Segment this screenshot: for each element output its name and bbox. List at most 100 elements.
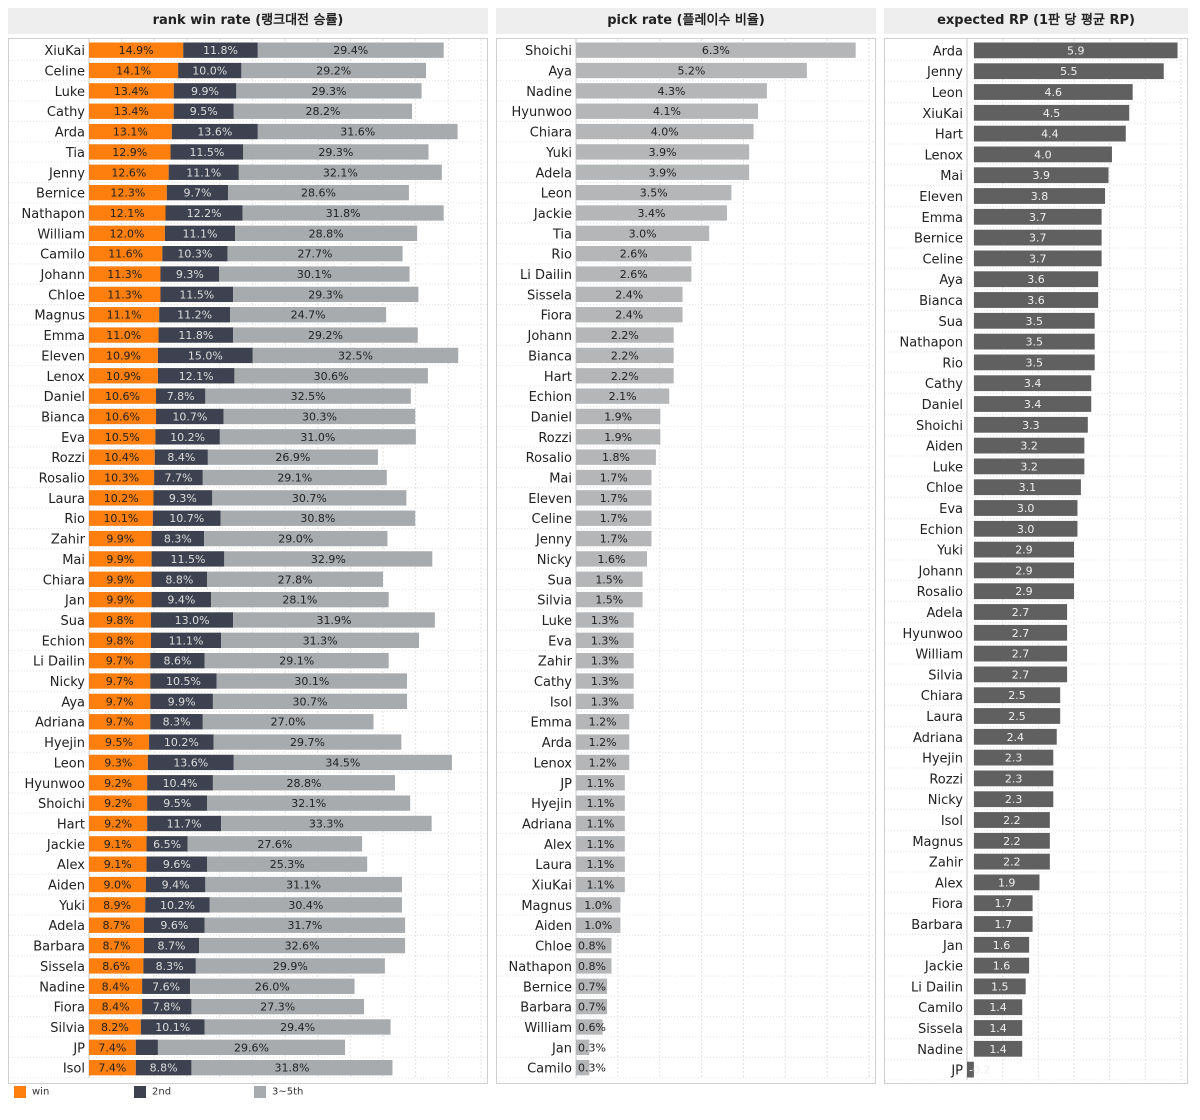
bar-2nd-magnus — [159, 307, 230, 323]
bar-2nd-zahir — [151, 530, 205, 547]
bar-3-5th-echion — [221, 632, 420, 648]
bar-yuki — [576, 144, 750, 160]
bar-emma — [576, 714, 630, 730]
bar-eleven — [576, 490, 652, 506]
data-label-win-aiden: 9.0% — [103, 879, 131, 892]
bar-adriana — [576, 815, 625, 832]
data-label-win-sissela: 8.6% — [102, 960, 130, 973]
bar-celine — [576, 510, 652, 526]
data-label-lenox: 1.2% — [589, 756, 617, 769]
bar-3-5th-barbara — [199, 937, 406, 954]
bar-eva — [973, 500, 1078, 516]
data-label-3-5th-lenox: 30.6% — [314, 370, 349, 383]
category-label-magnus: Magnus — [34, 309, 85, 324]
data-label-adela: 3.9% — [649, 166, 677, 179]
data-label-2nd-camilo: 10.3% — [177, 248, 212, 261]
category-label-nicky: Nicky — [537, 553, 573, 568]
data-label-2nd-silvia: 10.1% — [155, 1021, 190, 1034]
category-label-jp: JP — [950, 1064, 963, 1079]
bar-win-chiara — [89, 571, 152, 587]
data-label-3-5th-jan: 28.1% — [282, 594, 317, 607]
data-label-2nd-william: 11.1% — [182, 227, 217, 240]
data-label-2nd-hart: 11.7% — [167, 817, 202, 830]
data-label-magnus: 1.0% — [584, 899, 612, 912]
bar-3-5th-arda — [257, 123, 458, 140]
expected-rp-title: expected RP (1판 당 평균 RP) — [884, 8, 1188, 34]
category-label-echion: Echion — [529, 390, 572, 405]
bar-zahir — [576, 653, 634, 669]
bar-win-emma — [89, 327, 159, 343]
bar-nathapon — [576, 958, 612, 974]
data-label-2nd-barbara: 8.7% — [158, 940, 186, 953]
data-label-hyejin: 2.3 — [1005, 752, 1023, 765]
bar-3-5th-shoichi — [207, 795, 411, 811]
category-label-sissela: Sissela — [918, 1022, 963, 1037]
data-label-tia: 3.0% — [629, 227, 657, 240]
bar-jp — [967, 1061, 974, 1078]
data-label-win-sua: 9.8% — [106, 614, 134, 627]
bar-sissela — [973, 1020, 1023, 1036]
category-label-bianca: Bianca — [528, 349, 572, 364]
legend-label-2nd: 2nd — [152, 1086, 172, 1098]
data-label-win-jp: 7.4% — [98, 1041, 126, 1054]
data-label-3-5th-alex: 25.3% — [270, 858, 305, 871]
category-label-hart: Hart — [935, 128, 963, 143]
data-label-2nd-nadine: 7.6% — [152, 980, 180, 993]
bar-li-dailin — [973, 978, 1026, 995]
data-label-isol: 1.3% — [591, 695, 619, 708]
data-label-adriana: 1.1% — [586, 817, 614, 830]
category-label-nathapon: Nathapon — [509, 960, 572, 975]
data-label-2nd-aiden: 9.4% — [162, 879, 190, 892]
bar-win-xiukai — [89, 42, 184, 58]
data-label-cathy: 3.4 — [1024, 377, 1042, 390]
bar-bianca — [576, 347, 674, 364]
bar-3-5th-zahir — [204, 530, 388, 547]
bar-jan — [576, 1039, 590, 1055]
bar-win-mai — [89, 551, 152, 567]
category-label-camilo: Camilo — [918, 1001, 963, 1016]
bar-win-zahir — [89, 530, 152, 547]
bar-chiara — [973, 687, 1061, 704]
pick-rate-chart: Shoichi 6.3% Aya 5.2% Nadine 4.3% Hyunwoo 4.1% C… — [497, 39, 879, 1079]
data-label-adriana: 2.4 — [1007, 731, 1025, 744]
bar-2nd-lenox — [157, 368, 235, 384]
data-label-3-5th-jp: 29.6% — [234, 1041, 269, 1054]
bar-2nd-yuki — [145, 897, 210, 913]
data-label-hyunwoo: 2.7 — [1012, 627, 1030, 640]
data-label-xiukai: 4.5 — [1043, 107, 1061, 120]
bar-3-5th-chloe — [233, 286, 419, 303]
data-label-3-5th-laura: 30.7% — [292, 492, 327, 505]
data-label-3-5th-leon: 34.5% — [325, 756, 360, 769]
data-label-rosalio: 2.9 — [1015, 585, 1033, 598]
bar-jenny — [576, 530, 652, 547]
data-label-2nd-yuki: 10.2% — [160, 899, 195, 912]
bar-2nd-rio — [152, 510, 221, 526]
bar-daniel — [973, 396, 1092, 412]
bar-3-5th-rosalio — [202, 469, 387, 486]
data-label-3-5th-camilo: 27.7% — [298, 248, 333, 261]
pick-rate-plot: Shoichi 6.3% Aya 5.2% Nadine 4.3% Hyunwoo 4.1% C… — [496, 38, 879, 1084]
data-label-win-chiara: 9.9% — [106, 573, 134, 586]
category-label-fiora: Fiora — [932, 897, 963, 912]
bar-camilo — [973, 999, 1023, 1016]
expected-rp-plot: Arda 5.9 Jenny 5.5 Leon 4.6 XiuKai 4.5 Hart 4.4 Le… — [884, 38, 1191, 1084]
data-label-2nd-emma: 11.8% — [178, 329, 213, 342]
category-label-chloe: Chloe — [535, 940, 572, 955]
bar-eleven — [973, 188, 1106, 204]
category-label-mai: Mai — [940, 169, 963, 184]
category-label-aiden: Aiden — [926, 440, 963, 455]
category-label-rio: Rio — [551, 248, 572, 263]
bar-2nd-adela — [144, 917, 205, 933]
data-label-mai: 1.7% — [600, 472, 628, 485]
bar-daniel — [576, 408, 661, 425]
bar-win-rio — [89, 510, 153, 526]
category-label-rozzi: Rozzi — [51, 451, 85, 466]
category-label-emma: Emma — [921, 211, 963, 226]
bar-3-5th-emma — [233, 327, 418, 343]
category-label-jenny: Jenny — [535, 533, 572, 548]
data-label-win-celine: 14.1% — [116, 65, 151, 78]
bar-3-5th-nicky — [216, 673, 408, 689]
category-label-rozzi: Rozzi — [538, 431, 572, 446]
data-label-3-5th-yuki: 30.4% — [288, 899, 323, 912]
category-label-tia: Tia — [552, 227, 572, 242]
